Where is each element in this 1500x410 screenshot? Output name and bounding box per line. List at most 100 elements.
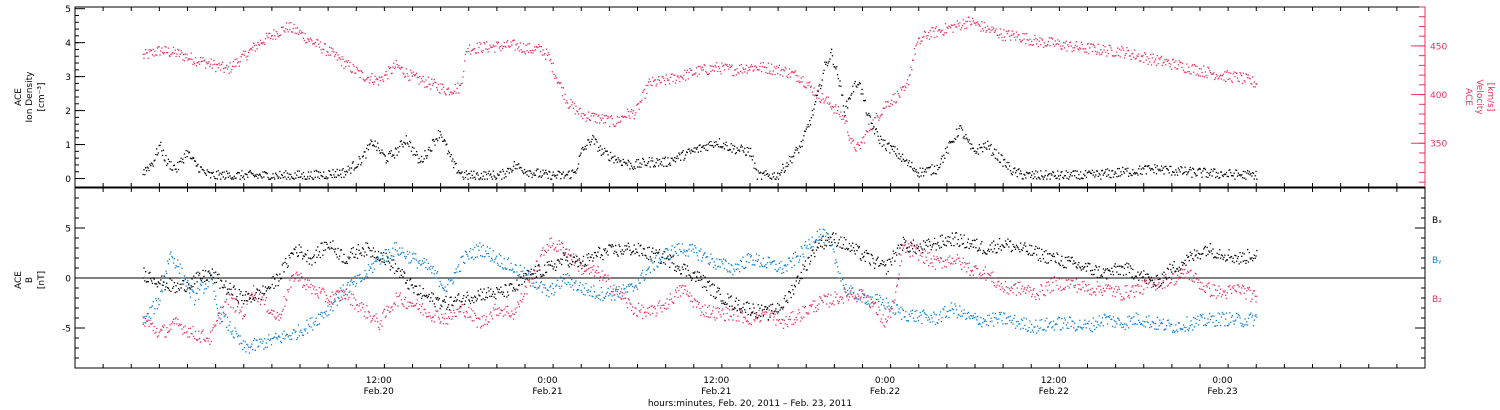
by-series-point: [666, 248, 668, 250]
velocity-series-point: [919, 43, 921, 45]
bz-series-point: [672, 302, 674, 304]
velocity-series-point: [196, 62, 198, 64]
by-series-point: [867, 294, 869, 297]
by-series-point: [229, 321, 231, 323]
bz-series-point: [271, 313, 273, 315]
density-series-point: [823, 69, 825, 71]
by-series-point: [1029, 320, 1031, 322]
bz-series-point: [518, 306, 521, 308]
by-series-point: [801, 247, 803, 249]
density-series-point: [448, 152, 451, 154]
by-series-point: [708, 263, 710, 266]
velocity-series-point: [437, 89, 439, 91]
velocity-series-point: [400, 66, 402, 68]
velocity-series-point: [951, 24, 953, 27]
velocity-series-point: [1150, 64, 1153, 66]
bz-series-point: [286, 289, 289, 291]
velocity-series-point: [691, 74, 694, 76]
by-series-point: [536, 288, 538, 290]
bz-series-point: [495, 308, 497, 310]
bz-series-point: [214, 325, 216, 328]
by-series-point: [905, 311, 907, 313]
velocity-series-point: [906, 79, 909, 81]
by-series-point: [1114, 326, 1116, 328]
velocity-series-point: [232, 60, 235, 63]
velocity-series-point: [540, 46, 542, 48]
density-series-point: [912, 168, 914, 170]
by-series-point: [1186, 316, 1188, 318]
density-series-point: [822, 72, 824, 75]
by-series-point: [877, 298, 879, 300]
velocity-series-point: [1066, 50, 1068, 52]
bz-series-point: [212, 327, 214, 329]
by-series-point: [1210, 316, 1212, 318]
bz-series-point: [660, 304, 662, 307]
velocity-series-point: [578, 108, 580, 110]
density-series-point: [428, 146, 430, 149]
bz-series-point: [310, 283, 312, 286]
density-series-point: [442, 140, 445, 142]
density-series-point: [1057, 170, 1059, 172]
velocity-series-point: [496, 41, 498, 43]
by-series-point: [1207, 318, 1209, 320]
velocity-series-point: [1025, 32, 1028, 35]
velocity-series-point: [621, 115, 623, 117]
bz-series-point: [636, 315, 638, 317]
density-series-point: [925, 171, 927, 173]
by-series-point: [960, 315, 962, 317]
velocity-series-point: [967, 16, 969, 18]
density-series-point: [917, 175, 919, 177]
density-series-point: [450, 154, 452, 156]
bz-series-point: [229, 294, 231, 296]
velocity-series-point: [935, 26, 937, 28]
bz-series-point: [215, 324, 217, 326]
by-series-point: [167, 263, 170, 265]
velocity-series-point: [815, 94, 817, 96]
density-series-point: [936, 164, 938, 167]
by-series-point: [554, 291, 556, 293]
velocity-series-point: [1106, 49, 1109, 51]
density-series-point: [278, 176, 280, 178]
velocity-series-point: [1162, 62, 1164, 64]
velocity-series-point: [788, 73, 790, 76]
bz-series-point: [357, 311, 359, 313]
velocity-series-point: [510, 41, 512, 43]
density-series-point: [1155, 173, 1158, 175]
bz-series-point: [166, 326, 168, 329]
by-series-point: [442, 288, 445, 290]
velocity-series-point: [574, 113, 576, 115]
bz-series-point: [638, 310, 640, 312]
bz-series-point: [301, 276, 303, 278]
density-series-point: [183, 162, 185, 164]
velocity-series-point: [688, 71, 690, 74]
velocity-series-point: [592, 112, 594, 114]
bz-series-point: [312, 288, 315, 290]
density-series-point: [725, 141, 727, 143]
velocity-series-point: [910, 66, 912, 68]
density-series-point: [422, 161, 424, 163]
velocity-series-point: [667, 79, 669, 82]
velocity-series-point: [364, 80, 366, 82]
velocity-series-point: [756, 68, 758, 71]
velocity-series-point: [233, 66, 235, 68]
density-series-point: [814, 103, 816, 106]
by-series-point: [680, 250, 682, 253]
density-series-point: [150, 162, 153, 164]
by-series-point: [794, 251, 796, 253]
velocity-series-point: [546, 54, 548, 56]
velocity-series-point: [182, 59, 184, 61]
velocity-series-point: [1068, 42, 1071, 44]
velocity-series-point: [1006, 33, 1008, 35]
bz-series-point: [490, 311, 492, 313]
velocity-series-point: [800, 77, 802, 79]
velocity-series-point: [712, 66, 715, 68]
bz-series-point: [251, 292, 253, 294]
by-series-point: [190, 286, 192, 289]
density-series-point: [1007, 168, 1009, 170]
bz-series-point: [407, 301, 409, 303]
velocity-series-point: [706, 72, 708, 74]
density-series-point: [573, 171, 575, 173]
density-series-point: [1220, 171, 1223, 173]
by-series-point: [394, 249, 397, 251]
by-series-point: [523, 273, 525, 275]
